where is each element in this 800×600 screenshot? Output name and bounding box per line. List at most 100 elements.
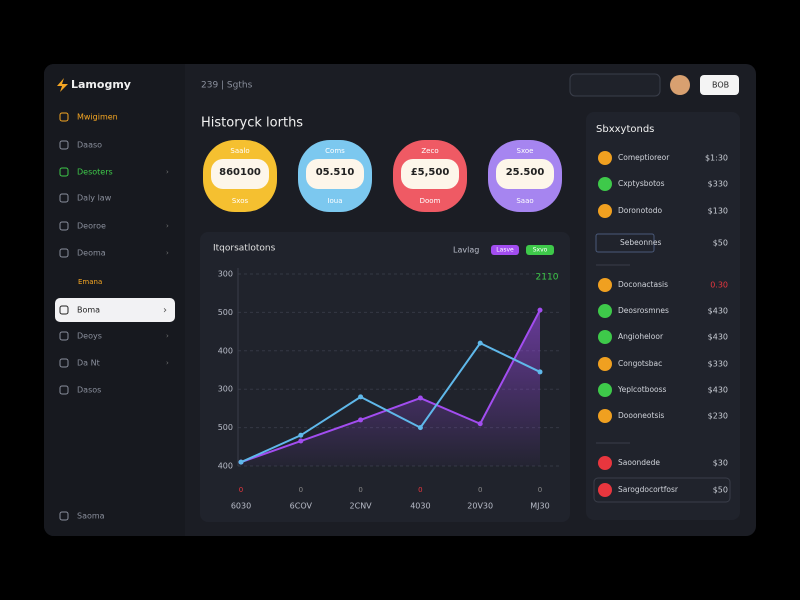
- list-icon: [598, 456, 612, 470]
- nav-item[interactable]: Deoroe: [77, 222, 106, 231]
- avatar[interactable]: [670, 75, 690, 95]
- annotation: 2110: [536, 273, 559, 283]
- card-label: Zeco: [421, 147, 438, 155]
- nav-item[interactable]: Mwigimen: [77, 113, 118, 122]
- card-value: 860100: [219, 167, 261, 178]
- line: [240, 341, 541, 464]
- nav-icon: [59, 305, 69, 315]
- list-name[interactable]: Cxptysbotos: [618, 179, 665, 188]
- list-value: 0.30: [710, 281, 728, 290]
- nav-icon: [59, 221, 69, 231]
- y-tick-label: 500: [218, 423, 233, 432]
- y-tick-label: 500: [218, 308, 233, 317]
- list-icon: [598, 483, 612, 497]
- list-name[interactable]: Saoondede: [618, 458, 660, 467]
- header-button[interactable]: [700, 75, 739, 95]
- nav-icon: [59, 385, 69, 395]
- list-name[interactable]: Doooneotsis: [618, 411, 664, 420]
- point-label: 0: [538, 486, 542, 494]
- header-button-label: BOB: [712, 81, 729, 90]
- x-tick-label: 20V30: [467, 502, 493, 511]
- list-name[interactable]: Doronotodo: [618, 206, 663, 215]
- list-name[interactable]: Comeptioreor: [618, 153, 670, 162]
- card-value: 05.510: [316, 167, 355, 178]
- card-sub: Sxos: [232, 197, 249, 205]
- x-tick-label: 6COV: [290, 502, 313, 511]
- nav-icon: [59, 112, 69, 122]
- card-inner: [211, 159, 269, 189]
- list-name[interactable]: Congotsbac: [618, 359, 662, 368]
- point-label: 0: [478, 486, 482, 494]
- list-icon: [598, 383, 612, 397]
- list-icon: [598, 304, 612, 318]
- nav-item[interactable]: Da Nt: [77, 359, 100, 368]
- nav-item[interactable]: Desoters: [77, 168, 113, 177]
- list-name[interactable]: Sebeonnes: [620, 238, 661, 247]
- card-value: 25.500: [506, 167, 545, 178]
- y-tick-label: 300: [218, 270, 233, 279]
- brand: Lamogmy: [71, 78, 131, 91]
- list-value: $430: [708, 307, 728, 316]
- nav-item[interactable]: Dasos: [77, 386, 101, 395]
- list-value: $30: [713, 459, 728, 468]
- legend-entry: Lasve: [496, 247, 514, 254]
- nav-item[interactable]: Deoys: [77, 332, 102, 341]
- list-name[interactable]: Angioheloor: [618, 332, 664, 341]
- card-label: Saalo: [230, 147, 249, 155]
- point: [537, 307, 543, 313]
- point: [477, 421, 483, 427]
- list-value: $50: [713, 239, 728, 248]
- list-icon: [598, 330, 612, 344]
- list-row-outline[interactable]: [593, 477, 731, 503]
- list-name[interactable]: Yeplcotbooss: [617, 385, 667, 394]
- brand-icon: [57, 78, 68, 92]
- point: [417, 425, 423, 431]
- legend-chip[interactable]: [491, 245, 519, 255]
- x-tick-label: MJ30: [530, 502, 549, 511]
- list-value: $330: [708, 360, 728, 369]
- list-box: [595, 233, 655, 253]
- list-value: $430: [708, 333, 728, 342]
- panel-title: Sbxxytonds: [596, 124, 654, 135]
- nav-item[interactable]: Daly law: [77, 194, 112, 203]
- point: [477, 340, 483, 346]
- x-tick-label: 4030: [410, 502, 430, 511]
- nav-item[interactable]: Emana: [78, 278, 102, 286]
- nav-item[interactable]: Deoma: [77, 249, 106, 258]
- right-panel: [586, 112, 740, 520]
- point-label: 0: [239, 486, 243, 494]
- card-sub: Ioua: [327, 197, 342, 205]
- point: [298, 432, 304, 438]
- list-icon: [598, 204, 612, 218]
- x-tick-label: 2CNV: [350, 502, 373, 511]
- legend-chip[interactable]: [526, 245, 554, 255]
- point: [298, 438, 304, 444]
- nav-item[interactable]: Daaso: [77, 141, 102, 150]
- nav-chevron: ›: [166, 332, 169, 340]
- card-inner: [306, 159, 364, 189]
- list-name[interactable]: Sarogdocortfosr: [618, 485, 679, 494]
- x-tick-label: 6030: [231, 502, 251, 511]
- nav-chevron: ›: [163, 305, 167, 316]
- list-name[interactable]: Deosrosmnes: [618, 306, 669, 315]
- legend-label: Lavlag: [453, 246, 479, 255]
- point: [537, 369, 543, 375]
- list-value: $130: [708, 207, 728, 216]
- point: [358, 394, 364, 400]
- list-icon: [598, 357, 612, 371]
- search-box[interactable]: [569, 73, 661, 97]
- list-value: $430: [708, 386, 728, 395]
- list-name[interactable]: Doconactasis: [618, 280, 668, 289]
- card-inner: [401, 159, 459, 189]
- nav-chevron: ›: [166, 359, 169, 367]
- legend-entry: Sxvo: [533, 247, 548, 254]
- card-value: £5,500: [411, 167, 450, 178]
- nav-footer[interactable]: Saoma: [77, 512, 105, 521]
- list-value: $330: [708, 180, 728, 189]
- nav-selected[interactable]: [55, 298, 175, 322]
- list-icon: [598, 278, 612, 292]
- nav-icon: [59, 140, 69, 150]
- nav-item[interactable]: Boma: [77, 306, 100, 315]
- breadcrumb: 239 | Sgths: [201, 81, 253, 91]
